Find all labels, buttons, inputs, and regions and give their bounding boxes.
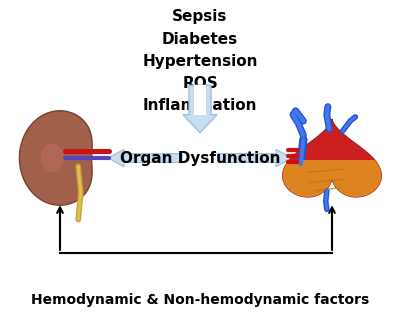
- Polygon shape: [20, 111, 92, 205]
- Text: Sepsis: Sepsis: [172, 9, 228, 24]
- Polygon shape: [41, 143, 64, 173]
- Text: Hypertension: Hypertension: [142, 54, 258, 69]
- Polygon shape: [218, 149, 292, 167]
- Polygon shape: [283, 160, 381, 197]
- Text: Inflammation: Inflammation: [143, 98, 257, 113]
- Polygon shape: [283, 119, 381, 197]
- Text: Hemodynamic & Non-hemodynamic factors: Hemodynamic & Non-hemodynamic factors: [31, 293, 369, 307]
- Polygon shape: [108, 149, 182, 167]
- Polygon shape: [194, 85, 206, 115]
- Polygon shape: [183, 85, 217, 133]
- Text: Organ Dysfunction: Organ Dysfunction: [120, 150, 280, 166]
- Text: ROS: ROS: [182, 76, 218, 91]
- Text: Diabetes: Diabetes: [162, 32, 238, 46]
